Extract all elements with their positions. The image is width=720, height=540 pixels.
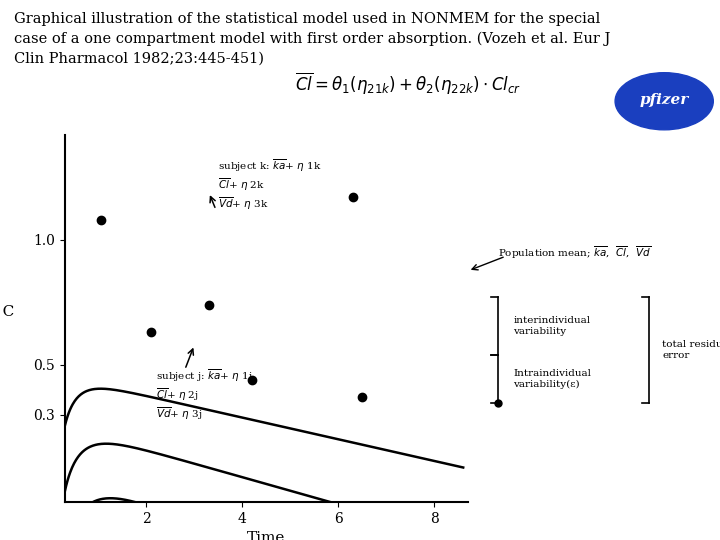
Text: Graphical illustration of the statistical model used in NONMEM for the special
c: Graphical illustration of the statistica… — [14, 12, 611, 65]
Text: pfizer: pfizer — [639, 93, 689, 107]
Text: $\overline{Cl} = \theta_1(\eta_{21k}) + \theta_2(\eta_{22k}) \cdot Cl_{cr}$: $\overline{Cl} = \theta_1(\eta_{21k}) + … — [295, 71, 521, 97]
Text: subject k: $\overline{ka}$+ $\eta$ 1k
$\overline{Cl}$+ $\eta$ 2k
$\overline{Vd}$: subject k: $\overline{ka}$+ $\eta$ 1k $\… — [218, 158, 322, 212]
Text: interindividual
variability: interindividual variability — [513, 316, 590, 336]
Text: total residual
error: total residual error — [662, 340, 720, 360]
Ellipse shape — [615, 73, 714, 130]
Text: Intraindividual
variability(ε): Intraindividual variability(ε) — [513, 369, 591, 389]
Text: Population mean; $\overline{ka}$,  $\overline{Cl}$,  $\overline{Vd}$: Population mean; $\overline{ka}$, $\over… — [498, 244, 652, 261]
Text: subject j: $\overline{ka}$+ $\eta$ 1j
$\overline{Cl}$+ $\eta$ 2j
$\overline{Vd}$: subject j: $\overline{ka}$+ $\eta$ 1j $\… — [156, 367, 252, 422]
X-axis label: Time: Time — [247, 531, 286, 540]
Y-axis label: log C: log C — [0, 305, 14, 319]
